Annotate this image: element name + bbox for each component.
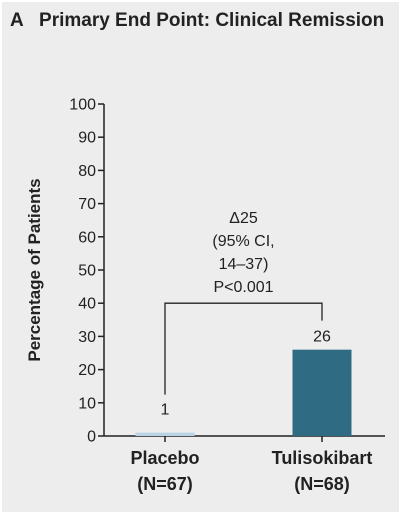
y-tick-label: 20 — [78, 362, 96, 379]
annotation-line: 14–37) — [219, 256, 269, 273]
panel-title: A Primary End Point: Clinical Remission — [10, 10, 384, 32]
category-label-tulisokibart: Tulisokibart — [272, 448, 373, 468]
y-tick-label: 60 — [78, 229, 96, 246]
y-tick-label: 40 — [78, 296, 96, 313]
annotation-line: Δ25 — [229, 210, 258, 227]
y-tick-label: 50 — [78, 263, 96, 280]
value-label-placebo: 1 — [161, 402, 170, 419]
y-tick-label: 0 — [87, 429, 96, 446]
significance-bracket — [164, 302, 323, 395]
annotation-line: (95% CI, — [212, 233, 274, 250]
category-n-label-placebo: (N=67) — [137, 474, 193, 494]
y-tick-label: 70 — [78, 196, 96, 213]
bar-placebo — [135, 432, 195, 436]
category-n-label-tulisokibart: (N=68) — [294, 474, 350, 494]
panel-letter: A — [10, 10, 24, 31]
y-axis-label: Percentage of Patients — [25, 178, 44, 361]
y-tick-label: 90 — [78, 130, 96, 147]
y-tick-label: 80 — [78, 163, 96, 180]
value-label-tulisokibart: 26 — [313, 329, 331, 346]
annotation-line: P<0.001 — [213, 279, 273, 296]
y-tick-label: 10 — [78, 395, 96, 412]
y-tick-label: 100 — [69, 97, 96, 114]
category-label-placebo: Placebo — [130, 448, 199, 468]
y-tick-label: 30 — [78, 329, 96, 346]
bar-tulisokibart — [292, 349, 352, 436]
chart-title: Primary End Point: Clinical Remission — [39, 10, 385, 31]
